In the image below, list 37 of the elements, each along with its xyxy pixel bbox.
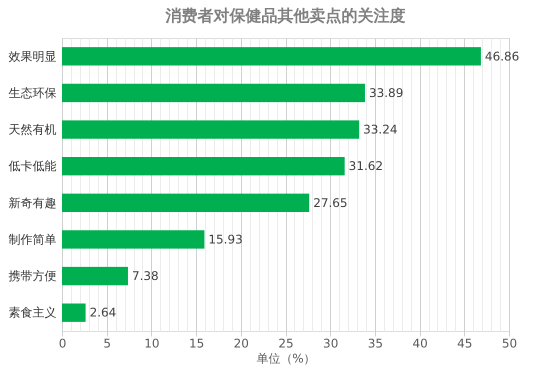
x-tick-label: 30 bbox=[323, 336, 338, 350]
bar bbox=[62, 47, 481, 66]
x-tick-label: 50 bbox=[502, 336, 518, 350]
x-tick-label: 40 bbox=[412, 336, 428, 350]
data-label: 7.38 bbox=[132, 269, 159, 284]
x-tick-label: 0 bbox=[58, 336, 66, 350]
x-axis-title: 单位（%） bbox=[256, 352, 316, 366]
x-tick-label: 45 bbox=[457, 336, 472, 350]
bar bbox=[62, 84, 365, 102]
y-tick-label: 素食主义 bbox=[8, 306, 56, 320]
bar bbox=[62, 120, 360, 139]
y-tick-label: 生态环保 bbox=[8, 86, 56, 100]
bar bbox=[62, 304, 86, 322]
y-tick-label: 效果明显 bbox=[8, 49, 56, 64]
y-tick-label: 新奇有趣 bbox=[8, 196, 56, 210]
data-label: 33.24 bbox=[363, 122, 398, 137]
chart-title: 消费者对保健品其他卖点的关注度 bbox=[164, 6, 406, 25]
y-tick-label: 天然有机 bbox=[8, 122, 56, 137]
y-tick-label: 低卡低能 bbox=[8, 159, 56, 174]
x-tick-label: 10 bbox=[144, 336, 160, 350]
data-label: 2.64 bbox=[90, 306, 116, 320]
data-label: 46.86 bbox=[484, 49, 520, 64]
data-label: 15.93 bbox=[208, 232, 243, 246]
x-tick-label: 5 bbox=[103, 336, 112, 350]
data-label: 33.89 bbox=[368, 86, 404, 100]
bar bbox=[62, 230, 204, 249]
x-tick-label: 15 bbox=[188, 336, 204, 350]
data-label: 27.65 bbox=[313, 196, 348, 210]
y-tick-label: 携带方便 bbox=[8, 269, 56, 284]
data-label: 31.62 bbox=[348, 159, 384, 174]
x-tick-label: 25 bbox=[278, 336, 294, 350]
bar bbox=[62, 194, 310, 212]
x-tick-label: 35 bbox=[368, 336, 384, 350]
x-tick-label: 20 bbox=[234, 336, 249, 350]
bar bbox=[62, 157, 345, 176]
y-tick-label: 制作简单 bbox=[8, 232, 56, 246]
bar bbox=[62, 266, 128, 286]
